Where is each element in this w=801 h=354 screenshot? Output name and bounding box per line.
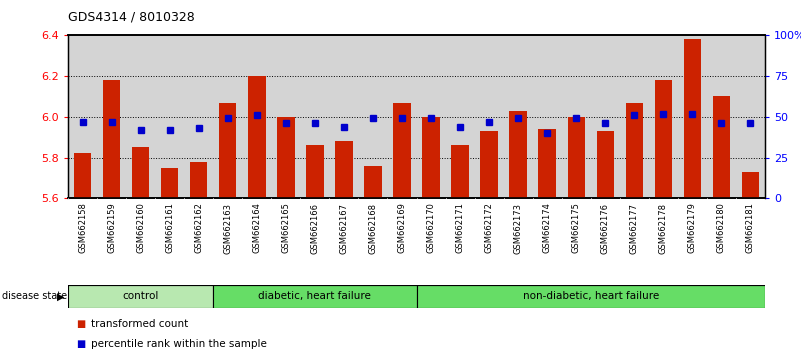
Text: GSM662163: GSM662163 [223,202,232,253]
Text: control: control [123,291,159,302]
Text: GSM662166: GSM662166 [311,202,320,253]
Text: GSM662159: GSM662159 [107,202,116,253]
Bar [277,117,295,198]
Bar [184,35,213,198]
Text: GSM662178: GSM662178 [659,202,668,253]
Bar [533,35,562,198]
Bar [219,103,236,198]
Text: GSM662165: GSM662165 [281,202,290,253]
Bar [213,285,417,308]
Text: GSM662174: GSM662174 [543,202,552,253]
Text: transformed count: transformed count [91,319,187,329]
Bar [678,35,706,198]
Bar [329,35,359,198]
Bar [417,285,765,308]
Bar [335,141,352,198]
Text: GSM662181: GSM662181 [746,202,755,253]
Text: percentile rank within the sample: percentile rank within the sample [91,339,267,349]
Bar [161,168,179,198]
Bar [504,35,533,198]
Bar [213,35,242,198]
Bar [742,172,759,198]
Bar [649,35,678,198]
Bar [445,35,474,198]
Bar [300,35,329,198]
Text: GSM662176: GSM662176 [601,202,610,253]
Bar [103,80,120,198]
Bar [626,103,643,198]
Text: non-diabetic, heart failure: non-diabetic, heart failure [522,291,659,302]
Bar [597,131,614,198]
Bar [706,35,736,198]
Bar [97,35,127,198]
Bar [509,111,527,198]
Bar [736,35,765,198]
Text: GSM662179: GSM662179 [688,202,697,253]
Text: GSM662161: GSM662161 [165,202,174,253]
Bar [474,35,504,198]
Text: diabetic, heart failure: diabetic, heart failure [259,291,372,302]
Text: GSM662172: GSM662172 [485,202,493,253]
Bar [620,35,649,198]
Bar [68,35,97,198]
Text: GSM662162: GSM662162 [195,202,203,253]
Text: GSM662175: GSM662175 [572,202,581,253]
Text: GDS4314 / 8010328: GDS4314 / 8010328 [68,10,195,23]
Bar [538,129,556,198]
Text: GSM662169: GSM662169 [397,202,406,253]
Bar [155,35,184,198]
Text: GSM662167: GSM662167 [340,202,348,253]
Bar [74,153,91,198]
Text: GSM662170: GSM662170 [427,202,436,253]
Text: GSM662173: GSM662173 [513,202,522,253]
Bar [306,145,324,198]
Bar [242,35,272,198]
Bar [272,35,300,198]
Bar [359,35,388,198]
Text: GSM662158: GSM662158 [78,202,87,253]
Text: disease state: disease state [2,291,67,302]
Bar [567,117,585,198]
Bar [190,161,207,198]
Text: GSM662177: GSM662177 [630,202,638,253]
Bar [562,35,590,198]
Text: GSM662180: GSM662180 [717,202,726,253]
Bar [590,35,620,198]
Bar [364,166,381,198]
Text: ▶: ▶ [57,291,64,302]
Text: GSM662171: GSM662171 [456,202,465,253]
Bar [451,145,469,198]
Bar [248,76,266,198]
Bar [713,97,731,198]
Bar [393,103,411,198]
Bar [132,147,149,198]
Bar [654,80,672,198]
Text: ■: ■ [76,319,86,329]
Text: GSM662160: GSM662160 [136,202,145,253]
Bar [68,285,213,308]
Bar [422,117,440,198]
Text: ■: ■ [76,339,86,349]
Text: GSM662164: GSM662164 [252,202,261,253]
Bar [683,40,701,198]
Text: GSM662168: GSM662168 [368,202,377,253]
Bar [417,35,445,198]
Bar [388,35,417,198]
Bar [127,35,155,198]
Bar [481,131,497,198]
